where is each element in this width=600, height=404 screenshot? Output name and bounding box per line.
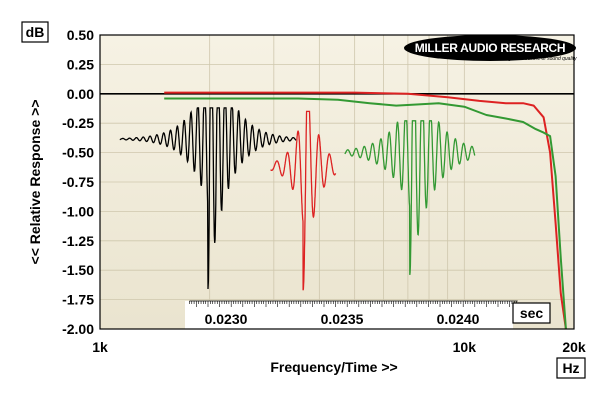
brand-name: MILLER AUDIO RESEARCH [415,41,566,55]
plot-frame [99,34,575,330]
y-tick-label: -2.00 [62,321,94,337]
time-unit-label: sec [520,305,544,321]
impulse-response [270,110,337,291]
x-unit-box: Hz [556,357,586,379]
y-unit-box: dB [21,21,49,43]
x-tick-label: 1k [92,339,108,355]
impulse-response [119,107,297,290]
response-line [164,97,567,330]
y-tick-label: -1.50 [62,262,94,278]
x-tick-labels: 1k 10k 20k [92,339,586,355]
time-tick-label: 0.0230 [205,311,248,327]
y-tick-label: 0.25 [67,56,94,72]
y-unit-label: dB [26,24,45,40]
y-tick-label: -1.25 [62,233,94,249]
impulse-response [344,120,476,275]
time-tick-label: 0.0235 [321,311,364,327]
time-tick-label: 0.0240 [437,311,480,327]
y-tick-label: -1.00 [62,203,94,219]
time-axis: 0.0230 0.0235 0.0240 [185,300,518,329]
y-tick-label: -0.50 [62,145,94,161]
time-unit-box: sec [512,302,551,324]
x-axis-title: Frequency/Time >> [270,359,397,375]
brand-logo: MILLER AUDIO RESEARCH Setting the measur… [404,35,577,62]
x-tick-label: 10k [453,339,477,355]
y-tick-label: 0.00 [67,86,94,102]
y-tick-labels: 0.50 0.25 0.00 -0.25 -0.50 -0.75 -1.00 -1.25 -1.… [62,27,94,337]
brand-tagline: Setting the measure of sound quality [495,56,577,62]
y-tick-label: -1.75 [62,292,94,308]
y-tick-label: -0.25 [62,115,94,131]
y-tick-label: -0.75 [62,174,94,190]
x-tick-label: 20k [562,339,586,355]
response-line [164,91,567,330]
y-axis-title: << Relative Response >> [27,100,43,265]
series-lines [100,91,574,330]
x-unit-label: Hz [562,360,579,376]
time-axis-panel [185,301,513,329]
y-tick-label: 0.50 [67,27,94,43]
